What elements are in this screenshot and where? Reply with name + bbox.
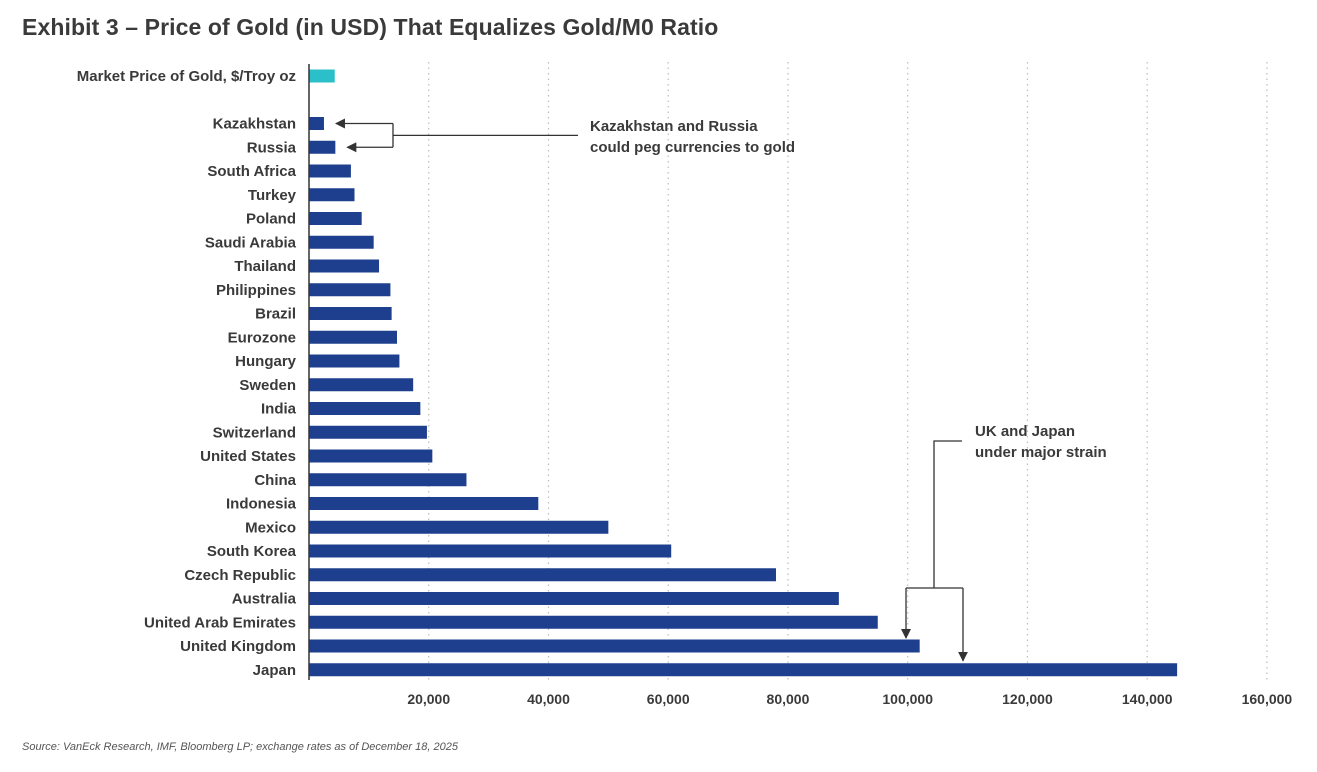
label-market-price: Market Price of Gold, $/Troy oz <box>77 68 296 85</box>
bar-united-kingdom <box>309 639 920 653</box>
annotation-text: UK and Japan <box>975 423 1075 440</box>
bar-sweden <box>309 378 414 392</box>
label-philippines: Philippines <box>216 282 296 299</box>
chart-title: Exhibit 3 – Price of Gold (in USD) That … <box>22 14 719 40</box>
annotation-leader <box>933 440 962 588</box>
bar-chart: Market Price of Gold, $/Troy oz Kazakhsta… <box>77 62 1292 707</box>
annotation-text: Kazakhstan and Russia <box>590 118 758 135</box>
bar-australia <box>309 592 839 605</box>
annotation-text: under major strain <box>975 444 1107 461</box>
label-united-states: United States <box>200 448 296 465</box>
label-poland: Poland <box>246 211 296 228</box>
bar-united-arab-emirates <box>309 615 878 629</box>
label-indonesia: Indonesia <box>226 496 297 513</box>
bar-china <box>309 473 467 487</box>
label-hungary: Hungary <box>235 353 297 370</box>
x-tick-label: 100,000 <box>882 691 933 707</box>
label-eurozone: Eurozone <box>228 329 296 346</box>
label-russia: Russia <box>247 139 297 156</box>
x-tick-label: 20,000 <box>407 691 450 707</box>
annotations: Kazakhstan and Russia could peg currencie… <box>334 118 1107 662</box>
bar-eurozone <box>309 330 398 344</box>
bar-india <box>309 402 421 415</box>
bar-mexico <box>309 520 609 534</box>
label-india: India <box>261 401 297 418</box>
bar-hungary <box>309 354 400 368</box>
label-south-africa: South Africa <box>207 163 296 180</box>
bar-japan <box>309 663 1178 677</box>
bar-brazil <box>309 307 392 320</box>
label-south-korea: South Korea <box>207 543 297 560</box>
bar-czech-republic <box>309 568 776 582</box>
label-united-arab-emirates: United Arab Emirates <box>144 614 296 631</box>
x-tick-label: 120,000 <box>1002 691 1053 707</box>
annotation-text: could peg currencies to gold <box>590 139 795 156</box>
source-note: Source: VanEck Research, IMF, Bloomberg … <box>22 741 458 753</box>
label-saudi-arabia: Saudi Arabia <box>205 234 297 251</box>
bar-turkey <box>309 188 355 202</box>
label-thailand: Thailand <box>234 258 296 275</box>
label-japan: Japan <box>253 662 296 679</box>
bar-poland <box>309 212 362 225</box>
label-sweden: Sweden <box>239 377 296 394</box>
bar-market-price <box>309 69 335 83</box>
label-czech-republic: Czech Republic <box>184 567 296 584</box>
label-mexico: Mexico <box>245 519 296 536</box>
bar-russia <box>309 140 336 154</box>
x-tick-label: 140,000 <box>1122 691 1173 707</box>
bar-thailand <box>309 259 380 273</box>
bar-switzerland <box>309 425 427 439</box>
bar-philippines <box>309 283 391 297</box>
label-brazil: Brazil <box>255 306 296 323</box>
bar-united-states <box>309 449 433 463</box>
x-tick-label: 80,000 <box>767 691 810 707</box>
label-kazakhstan: Kazakhstan <box>213 116 296 133</box>
gridlines <box>428 62 1268 680</box>
bar-saudi-arabia <box>309 235 374 249</box>
category-labels: Market Price of Gold, $/Troy oz Kazakhsta… <box>77 68 297 679</box>
x-tick-label: 60,000 <box>647 691 690 707</box>
bar-south-korea <box>309 544 672 558</box>
label-turkey: Turkey <box>248 187 297 204</box>
bars <box>309 69 1178 677</box>
x-tick-label: 40,000 <box>527 691 570 707</box>
label-united-kingdom: United Kingdom <box>180 638 296 655</box>
label-china: China <box>254 472 296 489</box>
label-australia: Australia <box>232 591 297 608</box>
label-switzerland: Switzerland <box>213 424 296 441</box>
bar-kazakhstan <box>309 117 324 130</box>
bar-indonesia <box>309 497 539 510</box>
x-tick-label: 160,000 <box>1242 691 1293 707</box>
bar-south-africa <box>309 164 351 178</box>
x-axis-ticks: 20,000 40,000 60,000 80,000 100,000 120,000 14… <box>407 691 1292 707</box>
